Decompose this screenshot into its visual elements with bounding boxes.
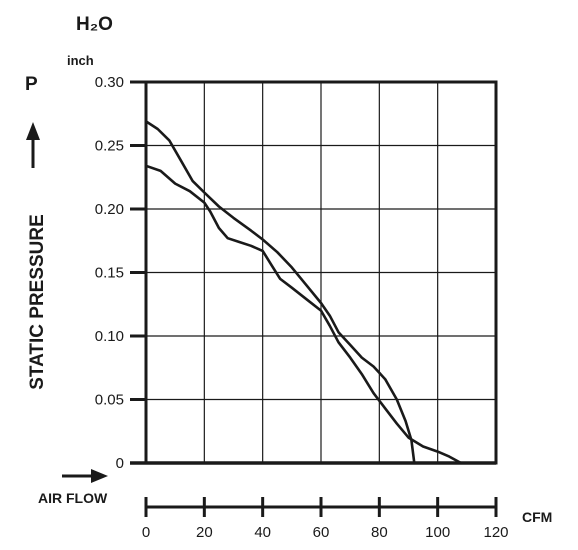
- y-symbol-label: P: [25, 74, 38, 95]
- y-tick-label-6: 0.30: [95, 74, 124, 91]
- y-tick-label-3: 0.15: [95, 265, 124, 282]
- series-group: [144, 120, 463, 465]
- y-tick-label-1: 0.05: [95, 392, 124, 409]
- y-tick-label-4: 0.20: [95, 201, 124, 218]
- series-line-2: [144, 164, 463, 465]
- y-axis-title: STATIC PRESSURE: [27, 214, 48, 390]
- x-tick-label-5: 100: [425, 524, 450, 541]
- x-tick-labels: 0 20 40 60 80 100 120: [142, 524, 509, 541]
- y-unit-label: H₂O: [76, 14, 113, 35]
- x-arrow-icon: [62, 469, 108, 483]
- x-scale: [144, 497, 498, 517]
- x-tick-label-1: 20: [196, 524, 213, 541]
- grid: [130, 80, 498, 465]
- x-axis-title: AIR FLOW: [38, 490, 108, 506]
- x-tick-label-3: 60: [313, 524, 330, 541]
- y-tick-label-0: 0: [116, 455, 124, 472]
- y-tick-labels: 0 0.05 0.10 0.15 0.20 0.25 0.30: [95, 74, 146, 472]
- series-line-1: [144, 120, 416, 465]
- y-unit-sub-label: inch: [67, 53, 94, 68]
- x-tick-label-0: 0: [142, 524, 150, 541]
- y-tick-label-2: 0.10: [95, 328, 124, 345]
- x-tick-label-4: 80: [371, 524, 388, 541]
- x-unit-label: CFM: [522, 509, 552, 525]
- x-tick-label-6: 120: [483, 524, 508, 541]
- x-tick-label-2: 40: [254, 524, 271, 541]
- y-tick-label-5: 0.25: [95, 138, 124, 155]
- y-arrow-icon: [26, 122, 40, 168]
